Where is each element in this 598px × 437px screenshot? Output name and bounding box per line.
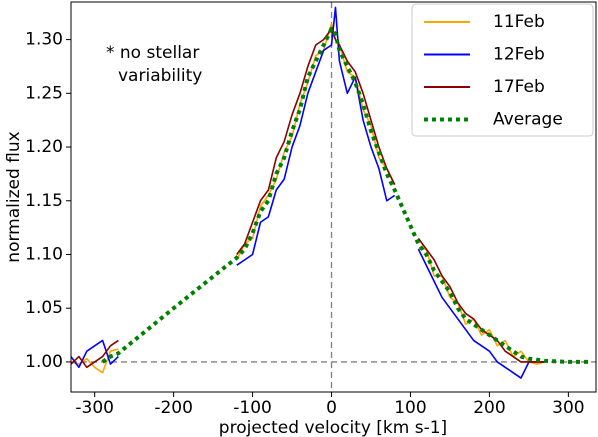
x-tick-label: -100 [233, 398, 272, 418]
x-tick-label: -200 [154, 398, 193, 418]
x-tick-label: 300 [552, 398, 584, 418]
y-tick-label: 1.20 [25, 137, 63, 157]
x-tick-label: 100 [394, 398, 426, 418]
x-tick-label: 0 [326, 398, 337, 418]
x-axis-title: projected velocity [km s-1] [219, 418, 447, 437]
legend-label: Average [493, 110, 563, 130]
x-tick-label: 200 [473, 398, 505, 418]
y-tick-label: 1.10 [25, 244, 63, 264]
y-tick-label: 1.15 [25, 191, 63, 211]
legend-label: 12Feb [493, 45, 545, 65]
legend-box [411, 3, 594, 137]
annotation: * no stellar [106, 43, 199, 63]
y-tick-label: 1.05 [25, 298, 63, 318]
y-tick-label: 1.00 [25, 352, 63, 372]
series-line [101, 26, 593, 364]
series-line [70, 6, 545, 379]
annotation: variability [118, 66, 202, 86]
legend-label: 17Feb [493, 77, 545, 97]
y-axis-title: normalized flux [4, 131, 24, 262]
y-tick-label: 1.30 [25, 30, 63, 50]
y-tick-label: 1.25 [25, 83, 63, 103]
plot-frame [70, 1, 597, 393]
legend-label: 11Feb [493, 12, 545, 32]
x-tick-label: -300 [75, 398, 114, 418]
